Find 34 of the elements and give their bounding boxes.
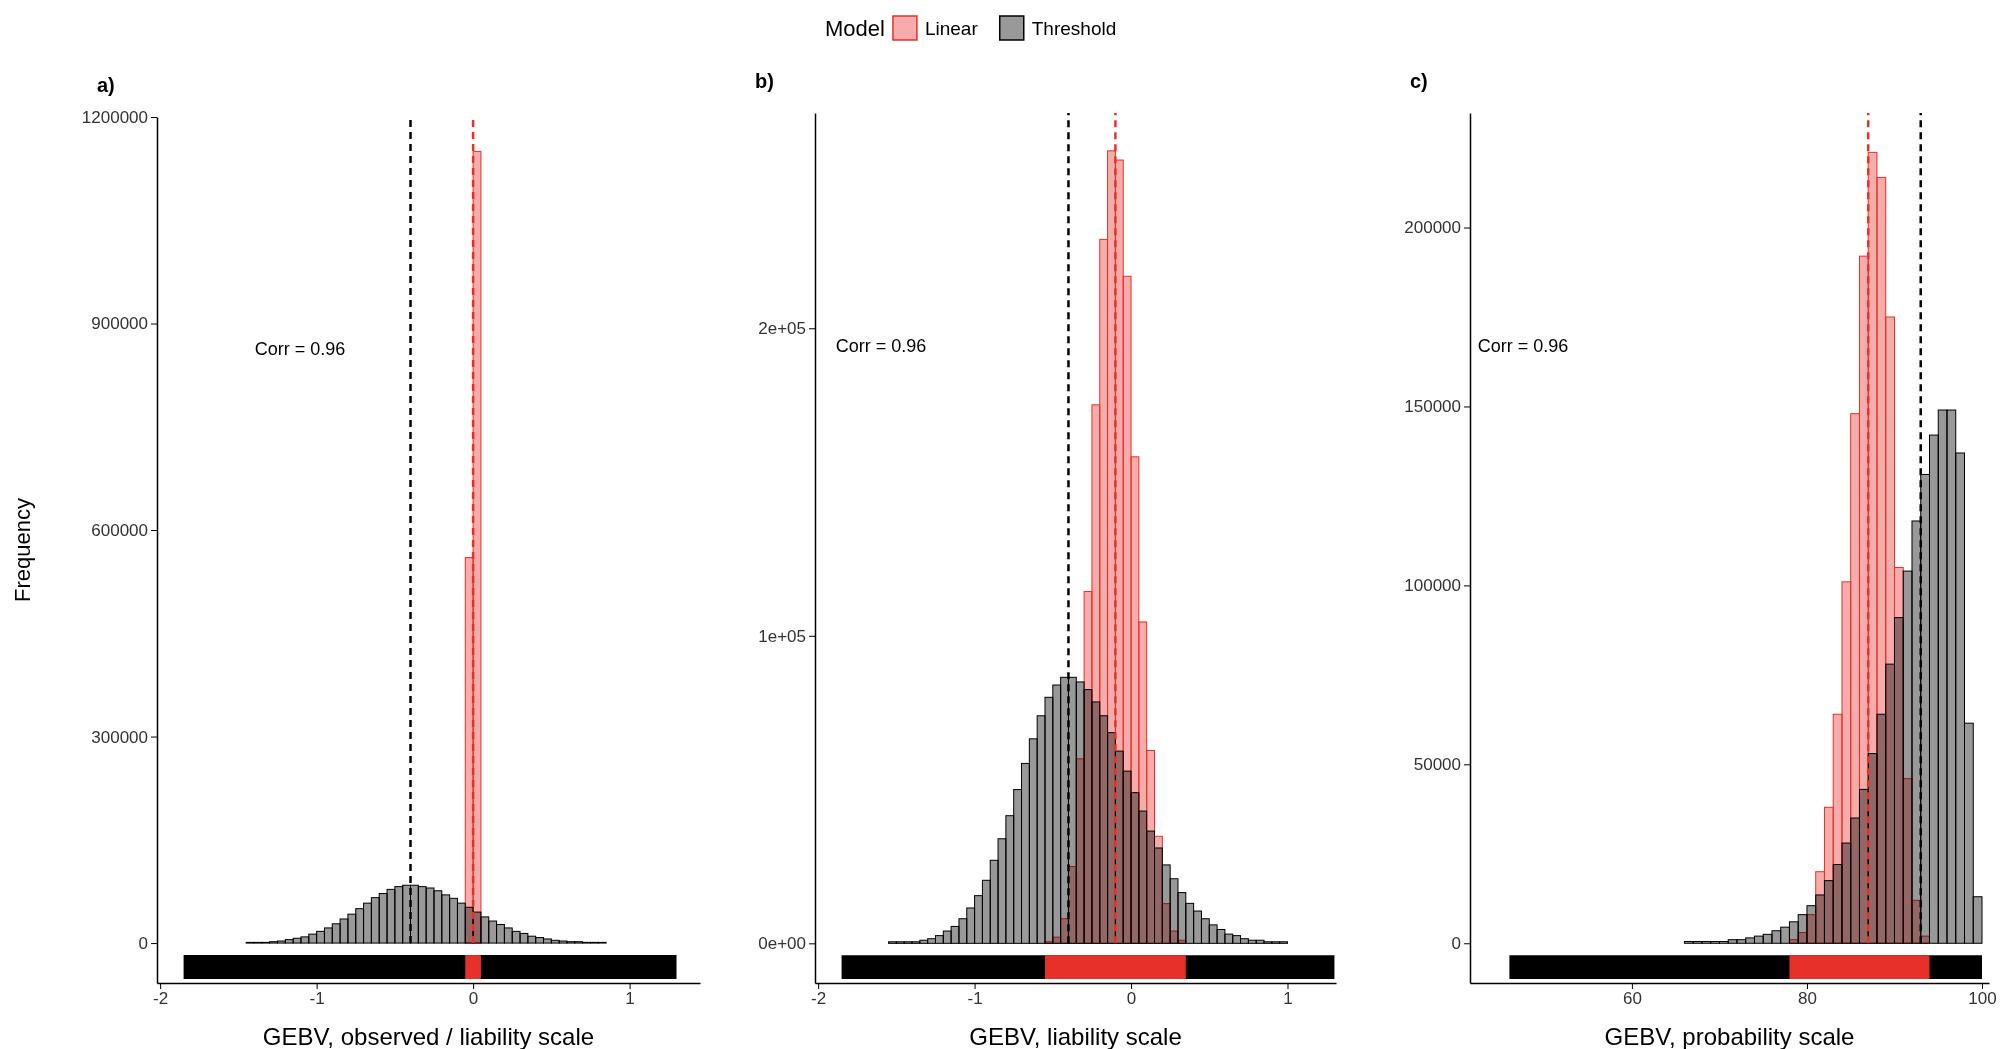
y-tick-label: 1200000 (81, 107, 148, 127)
x-tick-label: 80 (1798, 989, 1817, 1009)
x-tick-label: 1 (1283, 989, 1293, 1009)
y-tick-label: 50000 (1413, 755, 1461, 775)
y-tick-label: 0e+00 (758, 934, 806, 954)
chart-title: a) (97, 74, 115, 96)
annotation: Corr = 0.96 (254, 339, 346, 360)
y-tick-label: 900000 (91, 314, 148, 334)
y-tick-label: 300000 (91, 727, 148, 747)
x-tick-label: -1 (309, 989, 325, 1009)
x-tick-label: -1 (967, 989, 983, 1009)
chart-title: b) (755, 70, 774, 92)
y-tick-label: 0 (1451, 934, 1461, 954)
y-tick-label: 2e+05 (758, 319, 806, 339)
x-tick-label: 1 (625, 989, 635, 1009)
y-tick-label: 100000 (1404, 576, 1461, 596)
annotation: Corr = 0.96 (1477, 336, 1569, 357)
x-tick-label: -2 (153, 989, 169, 1009)
legend-label: Threshold (1031, 18, 1117, 39)
x-tick-label: 0 (468, 989, 479, 1009)
y-tick-label: 0 (138, 934, 148, 954)
y-tick-label: 600000 (91, 520, 148, 540)
y-axis-title: Frequency (10, 498, 35, 602)
annotation: Corr = 0.96 (835, 336, 927, 357)
y-tick-label: 150000 (1404, 397, 1461, 417)
chart-title: c) (1410, 70, 1428, 92)
x-tick-label: 100 (1968, 989, 1997, 1009)
x-tick-label: 60 (1622, 989, 1642, 1009)
legend-title: Model (825, 16, 885, 41)
legend-label: Linear (924, 18, 979, 39)
y-tick-label: 1e+05 (758, 626, 806, 646)
x-tick-label: 0 (1126, 989, 1137, 1009)
y-tick-label: 200000 (1404, 218, 1461, 238)
x-tick-label: -2 (811, 989, 827, 1009)
